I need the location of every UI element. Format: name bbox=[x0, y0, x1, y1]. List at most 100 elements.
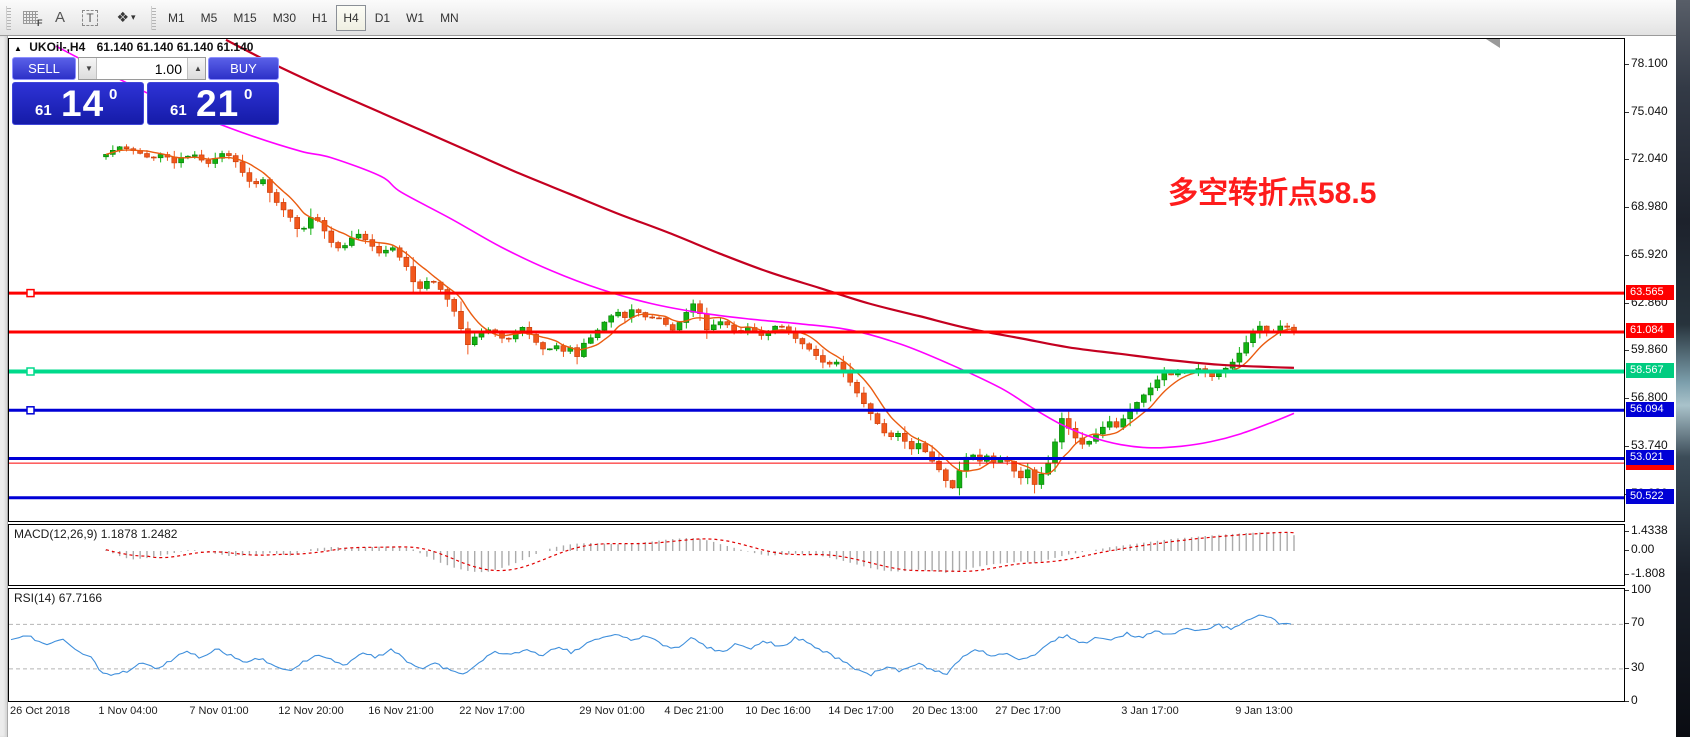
chart-title: ▲ UKOil-,H4 61.140 61.140 61.140 61.140 bbox=[14, 40, 253, 54]
price-tick-56.800: 56.800 bbox=[1631, 390, 1668, 405]
buy-price-box[interactable]: 61 21 0 bbox=[147, 82, 279, 125]
rsi-tick-100: 100 bbox=[1631, 582, 1652, 596]
timeframe-button-MN[interactable]: MN bbox=[433, 5, 466, 31]
chart-ohlc-values: 61.140 61.140 61.140 61.140 bbox=[96, 40, 254, 54]
volume-up-button[interactable]: ▲ bbox=[187, 58, 205, 79]
price-tick-78.100: 78.100 bbox=[1631, 55, 1668, 70]
axis-tick bbox=[1625, 159, 1629, 161]
diamond-glyph: ❖ bbox=[116, 9, 130, 25]
price-tick-75.040: 75.040 bbox=[1631, 104, 1668, 118]
axis-tick bbox=[1625, 303, 1629, 305]
text-a-icon[interactable]: A bbox=[45, 4, 75, 32]
window-right-edge bbox=[1676, 0, 1690, 737]
buy-button[interactable]: BUY bbox=[208, 57, 279, 80]
text-box-icon[interactable]: T bbox=[75, 4, 105, 32]
trade-buttons-row: SELL ▼ ▲ BUY bbox=[12, 57, 279, 80]
volume-down-button[interactable]: ▼ bbox=[79, 58, 97, 79]
date-label: 20 Dec 13:00 bbox=[912, 705, 978, 717]
rsi-tick-0: 0 bbox=[1631, 693, 1638, 708]
axis-tick bbox=[1625, 623, 1629, 625]
arrow-tools-icon[interactable]: ❖ ▾ bbox=[105, 4, 147, 32]
axis-tick bbox=[1625, 590, 1629, 591]
ma-slow-line[interactable] bbox=[225, 39, 1295, 369]
chart-annotation[interactable]: 多空转折点58.5 bbox=[1168, 177, 1377, 210]
timeframe-button-H1[interactable]: H1 bbox=[305, 5, 334, 31]
date-label: 27 Dec 17:00 bbox=[995, 705, 1061, 717]
axis-tick bbox=[1625, 574, 1629, 576]
toolbar-grip[interactable] bbox=[6, 5, 11, 30]
price-line-badge-58.567: 58.567 bbox=[1626, 362, 1674, 378]
sell-price-box[interactable]: 61 14 0 bbox=[12, 82, 144, 125]
axis-tick bbox=[1625, 667, 1629, 669]
date-label: 14 Dec 17:00 bbox=[828, 705, 894, 717]
chart-shift-marker[interactable] bbox=[1486, 39, 1500, 48]
timeframe-button-M30[interactable]: M30 bbox=[266, 5, 303, 31]
macd-current-values: 1.1878 1.2482 bbox=[100, 527, 178, 541]
grid-glyph: F bbox=[22, 11, 43, 28]
horizontal-line-58.567[interactable] bbox=[9, 367, 1624, 376]
timeframe-button-M15[interactable]: M15 bbox=[226, 5, 263, 31]
price-line-badge-56.094: 56.094 bbox=[1626, 401, 1674, 417]
rsi-indicator-label: RSI(14) 67.7166 bbox=[14, 591, 102, 605]
price-line-badge-50.522: 50.522 bbox=[1626, 489, 1674, 505]
timeframe-button-M5[interactable]: M5 bbox=[194, 5, 225, 31]
sell-price-prefix: 61 bbox=[35, 102, 52, 119]
window-left-edge bbox=[0, 36, 8, 737]
volume-stepper: ▼ ▲ bbox=[78, 57, 206, 80]
price-tick-72.040: 72.040 bbox=[1631, 151, 1668, 166]
axis-tick bbox=[1625, 398, 1629, 400]
date-label: 16 Nov 21:00 bbox=[368, 705, 434, 717]
price-chart-canvas[interactable] bbox=[9, 39, 1624, 521]
axis-tick bbox=[1625, 112, 1629, 113]
timeframe-button-H4[interactable]: H4 bbox=[336, 4, 366, 31]
date-label: 22 Nov 17:00 bbox=[459, 705, 525, 717]
rsi-canvas[interactable] bbox=[9, 589, 1624, 701]
t-glyph: T bbox=[82, 9, 98, 26]
one-click-trading-panel: SELL ▼ ▲ BUY 61 14 0 61 21 0 bbox=[12, 57, 279, 125]
grid-f-icon[interactable]: F bbox=[15, 4, 45, 32]
macd-tick--1.808: -1.808 bbox=[1631, 566, 1666, 581]
volume-input[interactable] bbox=[97, 58, 187, 79]
price-line-badge-61.084: 61.084 bbox=[1626, 323, 1674, 339]
timeframe-button-M1[interactable]: M1 bbox=[161, 5, 192, 31]
price-tick-65.920: 65.920 bbox=[1631, 247, 1668, 262]
collapse-triangle-icon[interactable]: ▲ bbox=[14, 44, 22, 53]
rsi-line bbox=[10, 614, 1292, 677]
axis-tick bbox=[1625, 63, 1629, 65]
sell-button[interactable]: SELL bbox=[12, 57, 76, 80]
axis-tick bbox=[1625, 446, 1629, 448]
rsi-name: RSI(14) bbox=[14, 591, 56, 605]
date-label: 10 Dec 16:00 bbox=[745, 705, 811, 717]
date-label: 1 Nov 04:00 bbox=[98, 705, 158, 717]
price-tick-59.860: 59.860 bbox=[1631, 342, 1668, 357]
rsi-tick-70: 70 bbox=[1631, 615, 1645, 630]
ma-mid-line[interactable] bbox=[55, 45, 1295, 449]
date-label: 12 Nov 20:00 bbox=[278, 705, 344, 717]
timeframe-button-W1[interactable]: W1 bbox=[399, 5, 431, 31]
axis-tick bbox=[1625, 550, 1629, 551]
rsi-current-value: 67.7166 bbox=[58, 591, 103, 605]
price-line-badge-63.565: 63.565 bbox=[1626, 284, 1674, 300]
chart-symbol: UKOil-,H4 bbox=[29, 40, 86, 54]
date-label: 29 Nov 01:00 bbox=[579, 705, 645, 717]
toolbar-grip[interactable] bbox=[151, 5, 156, 30]
buy-price-prefix: 61 bbox=[170, 102, 187, 119]
horizontal-line-63.565[interactable] bbox=[9, 288, 1624, 298]
buy-price-pip: 0 bbox=[244, 86, 253, 103]
date-label: 26 Oct 2018 bbox=[10, 705, 70, 717]
macd-pane bbox=[8, 524, 1625, 586]
buy-price-main: 21 bbox=[196, 83, 240, 124]
date-label: 7 Nov 01:00 bbox=[189, 705, 249, 717]
horizontal-line-56.094[interactable] bbox=[9, 406, 1624, 415]
sell-price-main: 14 bbox=[61, 83, 105, 124]
price-tick-68.980: 68.980 bbox=[1631, 199, 1668, 214]
ma-fast-line[interactable] bbox=[105, 149, 1295, 475]
timeframe-button-D1[interactable]: D1 bbox=[368, 5, 397, 31]
price-tick-53.740: 53.740 bbox=[1631, 438, 1668, 453]
candles[interactable] bbox=[103, 144, 1297, 496]
date-label: 3 Jan 17:00 bbox=[1121, 705, 1179, 717]
macd-name: MACD(12,26,9) bbox=[14, 527, 98, 541]
axis-tick bbox=[1625, 530, 1629, 532]
macd-canvas[interactable] bbox=[9, 525, 1624, 585]
